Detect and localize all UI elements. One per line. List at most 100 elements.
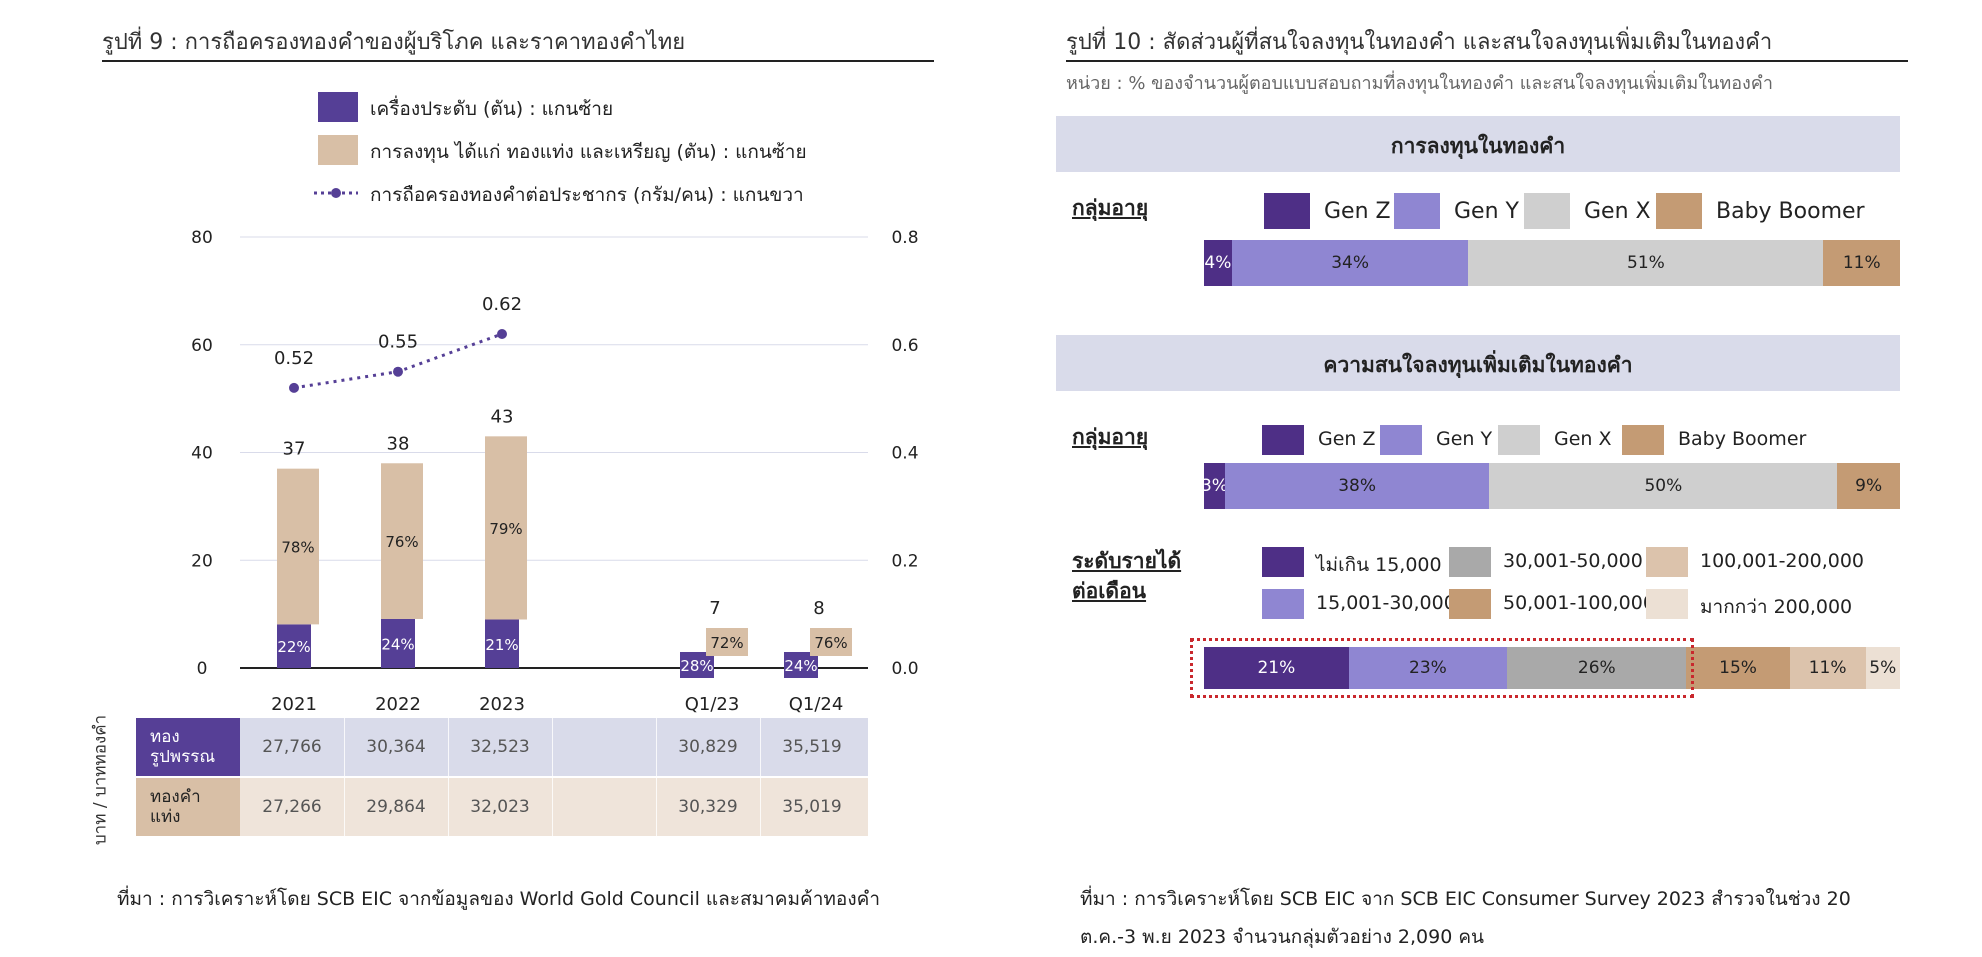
bar-jewelry-2021 (277, 624, 311, 668)
table-cell-divider (552, 778, 553, 836)
table-row-header: ทอง รูปพรรณ (136, 718, 240, 776)
age-stack-2-segment-2: 50% (1489, 463, 1838, 509)
price-table: ทอง รูปพรรณ 27,766 30,364 32,523 30,829 35,51… (136, 718, 868, 840)
y-tick-1: 20 (191, 551, 213, 571)
x-tick-Q1/24: Q1/24 (789, 694, 844, 715)
income-legend-label-3: 50,001-100,000 (1503, 592, 1655, 614)
y2-tick-4: 0.8 (891, 228, 918, 248)
table-cell-divider (448, 718, 449, 776)
age-legend-2-swatch-2 (1498, 425, 1540, 455)
table-cell (552, 778, 656, 836)
line-point-2022 (393, 366, 403, 377)
income-legend-swatch-3 (1449, 589, 1491, 619)
bar-investment-label-Q1/24: 76% (814, 634, 847, 652)
investment-band-title: การลงทุนในทองคำ (1390, 134, 1566, 158)
line-label-2023: 0.62 (482, 294, 522, 315)
bar-jewelry-Q1/24 (784, 652, 818, 678)
age-legend-2-label-3: Baby Boomer (1678, 428, 1807, 450)
left-title-rule (102, 60, 934, 62)
age-stack-1-segment-2: 51% (1468, 240, 1824, 286)
right-figure-title: รูปที่ 10 : สัดส่วนผู้ที่สนใจลงทุนในทองค… (1066, 30, 1773, 55)
additional-interest-band-title: ความสนใจลงทุนเพิ่มเติมในทองคำ (1323, 353, 1633, 377)
income-legend-swatch-4 (1646, 547, 1688, 577)
table-axis-label-text: บาท / บาททองคำ (90, 714, 111, 846)
age-stack-1-segment-3: 11% (1823, 240, 1900, 286)
y-tick-3: 60 (191, 336, 213, 356)
line-label-2021: 0.52 (274, 348, 314, 369)
income-legend-label-1: 15,001-30,000 (1316, 592, 1456, 614)
x-tick-2023: 2023 (479, 694, 525, 715)
age-legend-1-label-2: Gen X (1584, 199, 1651, 224)
table-cell: 32,523 (470, 737, 530, 757)
income-legend-swatch-1 (1262, 589, 1304, 619)
income-legend-label-2: 30,001-50,000 (1503, 550, 1643, 572)
legend-swatch-0 (318, 92, 358, 122)
bar-total-2022: 38 (387, 433, 410, 454)
bar-investment-label-2021: 78% (281, 539, 314, 557)
age-stack-1-segment-0: 4% (1204, 240, 1232, 286)
age-legend-2-swatch-3 (1622, 425, 1664, 455)
bar-investment-label-2023: 79% (489, 520, 522, 538)
bar-jewelry-label-2023: 21% (485, 636, 518, 654)
y2-tick-1: 0.2 (891, 551, 918, 571)
right-title-rule (1066, 60, 1908, 62)
income-group-label: ระดับรายได้ ต่อเดือน (1072, 549, 1182, 603)
age-stack-2-segment-1: 38% (1224, 463, 1490, 509)
table-cell: 27,766 (262, 737, 322, 757)
income-stack-segment-0: 21% (1204, 647, 1349, 689)
table-cell: 35,019 (782, 797, 842, 817)
table-cell-divider (448, 778, 449, 836)
table-cell (552, 718, 656, 776)
income-legend-swatch-2 (1449, 547, 1491, 577)
age-legend-2-label-2: Gen X (1554, 428, 1612, 450)
age-legend-1-swatch-1 (1394, 193, 1440, 229)
table-cell-divider (344, 718, 345, 776)
income-legend-label-4: 100,001-200,000 (1700, 550, 1864, 572)
bar-total-2021: 37 (283, 439, 306, 460)
left-figure-title: รูปที่ 9 : การถือครองทองคำของผู้บริโภค แ… (102, 30, 686, 55)
table-cell-divider (656, 778, 657, 836)
bar-investment-2021 (277, 468, 319, 625)
additional-interest-band (1056, 335, 1900, 391)
bar-total-2023: 43 (491, 406, 514, 427)
table-row (136, 778, 868, 836)
income-legend-swatch-0 (1262, 547, 1304, 577)
table-cell-divider (552, 718, 553, 776)
x-tick-2021: 2021 (271, 694, 317, 715)
bar-investment-Q1/23 (706, 628, 748, 656)
legend-label-0: เครื่องประดับ (ตัน) : แกนซ้าย (370, 98, 614, 120)
income-legend-swatch-5 (1646, 589, 1688, 619)
bar-investment-Q1/24 (810, 628, 852, 656)
table-cell: 27,266 (262, 797, 322, 817)
legend-dotline-swatch (314, 188, 358, 198)
bar-jewelry-label-Q1/24: 24% (784, 657, 817, 675)
income-stack-segment-4: 11% (1789, 647, 1866, 689)
income-stack-segment-2: 26% (1507, 647, 1687, 689)
y2-tick-2: 0.4 (891, 444, 918, 464)
age-legend-1-label-3: Baby Boomer (1716, 199, 1865, 224)
age-legend-1-label-1: Gen Y (1454, 199, 1519, 224)
bar-jewelry-2022 (381, 618, 415, 668)
y-tick-4: 80 (191, 228, 213, 248)
investment-band (1056, 116, 1900, 172)
income-legend-label-0: ไม่เกิน 15,000 (1316, 554, 1442, 576)
y-tick-0: 0 (197, 659, 208, 679)
table-row (136, 718, 868, 776)
bar-jewelry-Q1/23 (680, 652, 714, 678)
table-cell-divider (760, 718, 761, 776)
x-tick-Q1/23: Q1/23 (685, 694, 740, 715)
age-legend-2-label-0: Gen Z (1318, 428, 1376, 450)
bar-jewelry-label-2021: 22% (277, 638, 310, 656)
bar-investment-2022 (381, 463, 423, 619)
bar-jewelry-2023 (485, 619, 519, 668)
line-point-2021 (289, 382, 299, 393)
legend-swatch-1 (318, 135, 358, 165)
left-source: ที่มา : การวิเคราะห์โดย SCB EIC จากข้อมู… (117, 888, 880, 910)
legend-label-1: การลงทุน ได้แก่ ทองแท่ง และเหรียญ (ตัน) … (370, 141, 807, 163)
left-legend: เครื่องประดับ (ตัน) : แกนซ้ายการลงทุน ได… (300, 92, 900, 222)
age-legend-2-label-1: Gen Y (1436, 428, 1493, 450)
age-legend-1-swatch-2 (1524, 193, 1570, 229)
bar-jewelry-label-Q1/23: 28% (680, 657, 713, 675)
table-cell: 30,329 (678, 797, 738, 817)
line-label-2022: 0.55 (378, 332, 418, 353)
